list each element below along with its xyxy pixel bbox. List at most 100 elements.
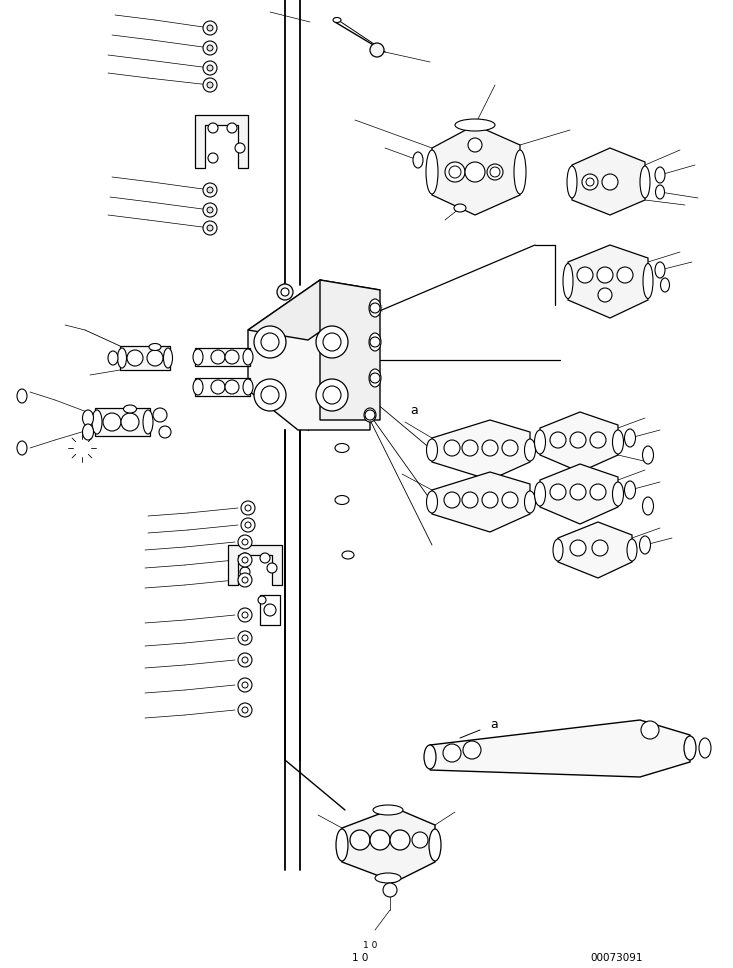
Ellipse shape [427,439,438,461]
Ellipse shape [534,482,545,506]
Ellipse shape [143,410,153,434]
Ellipse shape [193,379,203,395]
Bar [195,378,250,396]
Circle shape [370,303,380,313]
Circle shape [582,174,598,190]
Circle shape [240,553,250,563]
Circle shape [242,682,248,688]
Circle shape [482,440,498,456]
Ellipse shape [643,263,653,298]
Circle shape [103,413,121,431]
Circle shape [465,162,485,182]
Circle shape [208,123,218,133]
Ellipse shape [413,152,423,168]
Circle shape [468,138,482,152]
Circle shape [577,267,593,283]
Circle shape [261,333,279,351]
Circle shape [207,187,213,193]
Ellipse shape [427,491,438,513]
Ellipse shape [108,351,118,365]
Ellipse shape [342,551,354,559]
Ellipse shape [373,805,403,815]
Circle shape [207,65,213,71]
Ellipse shape [375,873,401,883]
Ellipse shape [625,429,636,447]
Circle shape [570,484,586,500]
Ellipse shape [613,430,624,454]
Ellipse shape [655,185,665,199]
Ellipse shape [553,539,563,561]
Circle shape [121,413,139,431]
Circle shape [550,432,566,448]
Circle shape [267,563,277,573]
Polygon shape [248,280,370,430]
Ellipse shape [514,150,526,194]
Circle shape [641,721,659,739]
Circle shape [241,501,255,515]
Ellipse shape [163,348,172,368]
Circle shape [370,830,390,850]
Circle shape [153,408,167,422]
Polygon shape [342,808,435,882]
Ellipse shape [92,410,102,434]
Circle shape [238,553,252,567]
Circle shape [617,267,633,283]
Circle shape [242,657,248,663]
Ellipse shape [525,439,536,461]
Ellipse shape [193,349,203,365]
Circle shape [445,162,465,182]
Bar [195,348,250,366]
Ellipse shape [424,745,436,769]
Circle shape [203,183,217,197]
Circle shape [235,143,245,153]
Circle shape [207,82,213,88]
Polygon shape [558,522,632,578]
Circle shape [370,337,380,347]
Circle shape [207,45,213,51]
Ellipse shape [684,736,696,760]
Circle shape [316,326,348,358]
Circle shape [281,288,289,296]
Ellipse shape [17,441,27,455]
Circle shape [241,518,255,532]
Circle shape [365,410,375,420]
Circle shape [225,350,239,364]
Text: 00073091: 00073091 [590,953,643,963]
Circle shape [570,432,586,448]
Circle shape [240,567,250,577]
Polygon shape [248,280,380,340]
Circle shape [462,492,478,508]
Circle shape [412,832,428,848]
Circle shape [502,492,518,508]
Circle shape [482,492,498,508]
Circle shape [242,635,248,641]
Circle shape [277,284,293,300]
Circle shape [370,43,384,57]
Polygon shape [228,545,282,585]
Circle shape [264,604,276,616]
Ellipse shape [639,536,650,554]
Circle shape [370,373,380,383]
Circle shape [502,440,518,456]
Circle shape [203,221,217,235]
Polygon shape [320,280,380,420]
Ellipse shape [625,481,636,499]
Polygon shape [195,115,248,168]
Ellipse shape [429,829,441,861]
Circle shape [390,830,410,850]
Circle shape [238,653,252,667]
Circle shape [203,78,217,92]
Ellipse shape [333,17,341,22]
Circle shape [238,631,252,645]
Text: 1 0: 1 0 [352,953,368,963]
Ellipse shape [83,410,94,426]
Circle shape [444,440,460,456]
Circle shape [462,440,478,456]
Ellipse shape [660,278,669,292]
Ellipse shape [454,204,466,212]
Ellipse shape [567,166,577,198]
Ellipse shape [613,482,624,506]
Circle shape [260,553,270,563]
Ellipse shape [117,348,127,368]
Circle shape [225,380,239,394]
